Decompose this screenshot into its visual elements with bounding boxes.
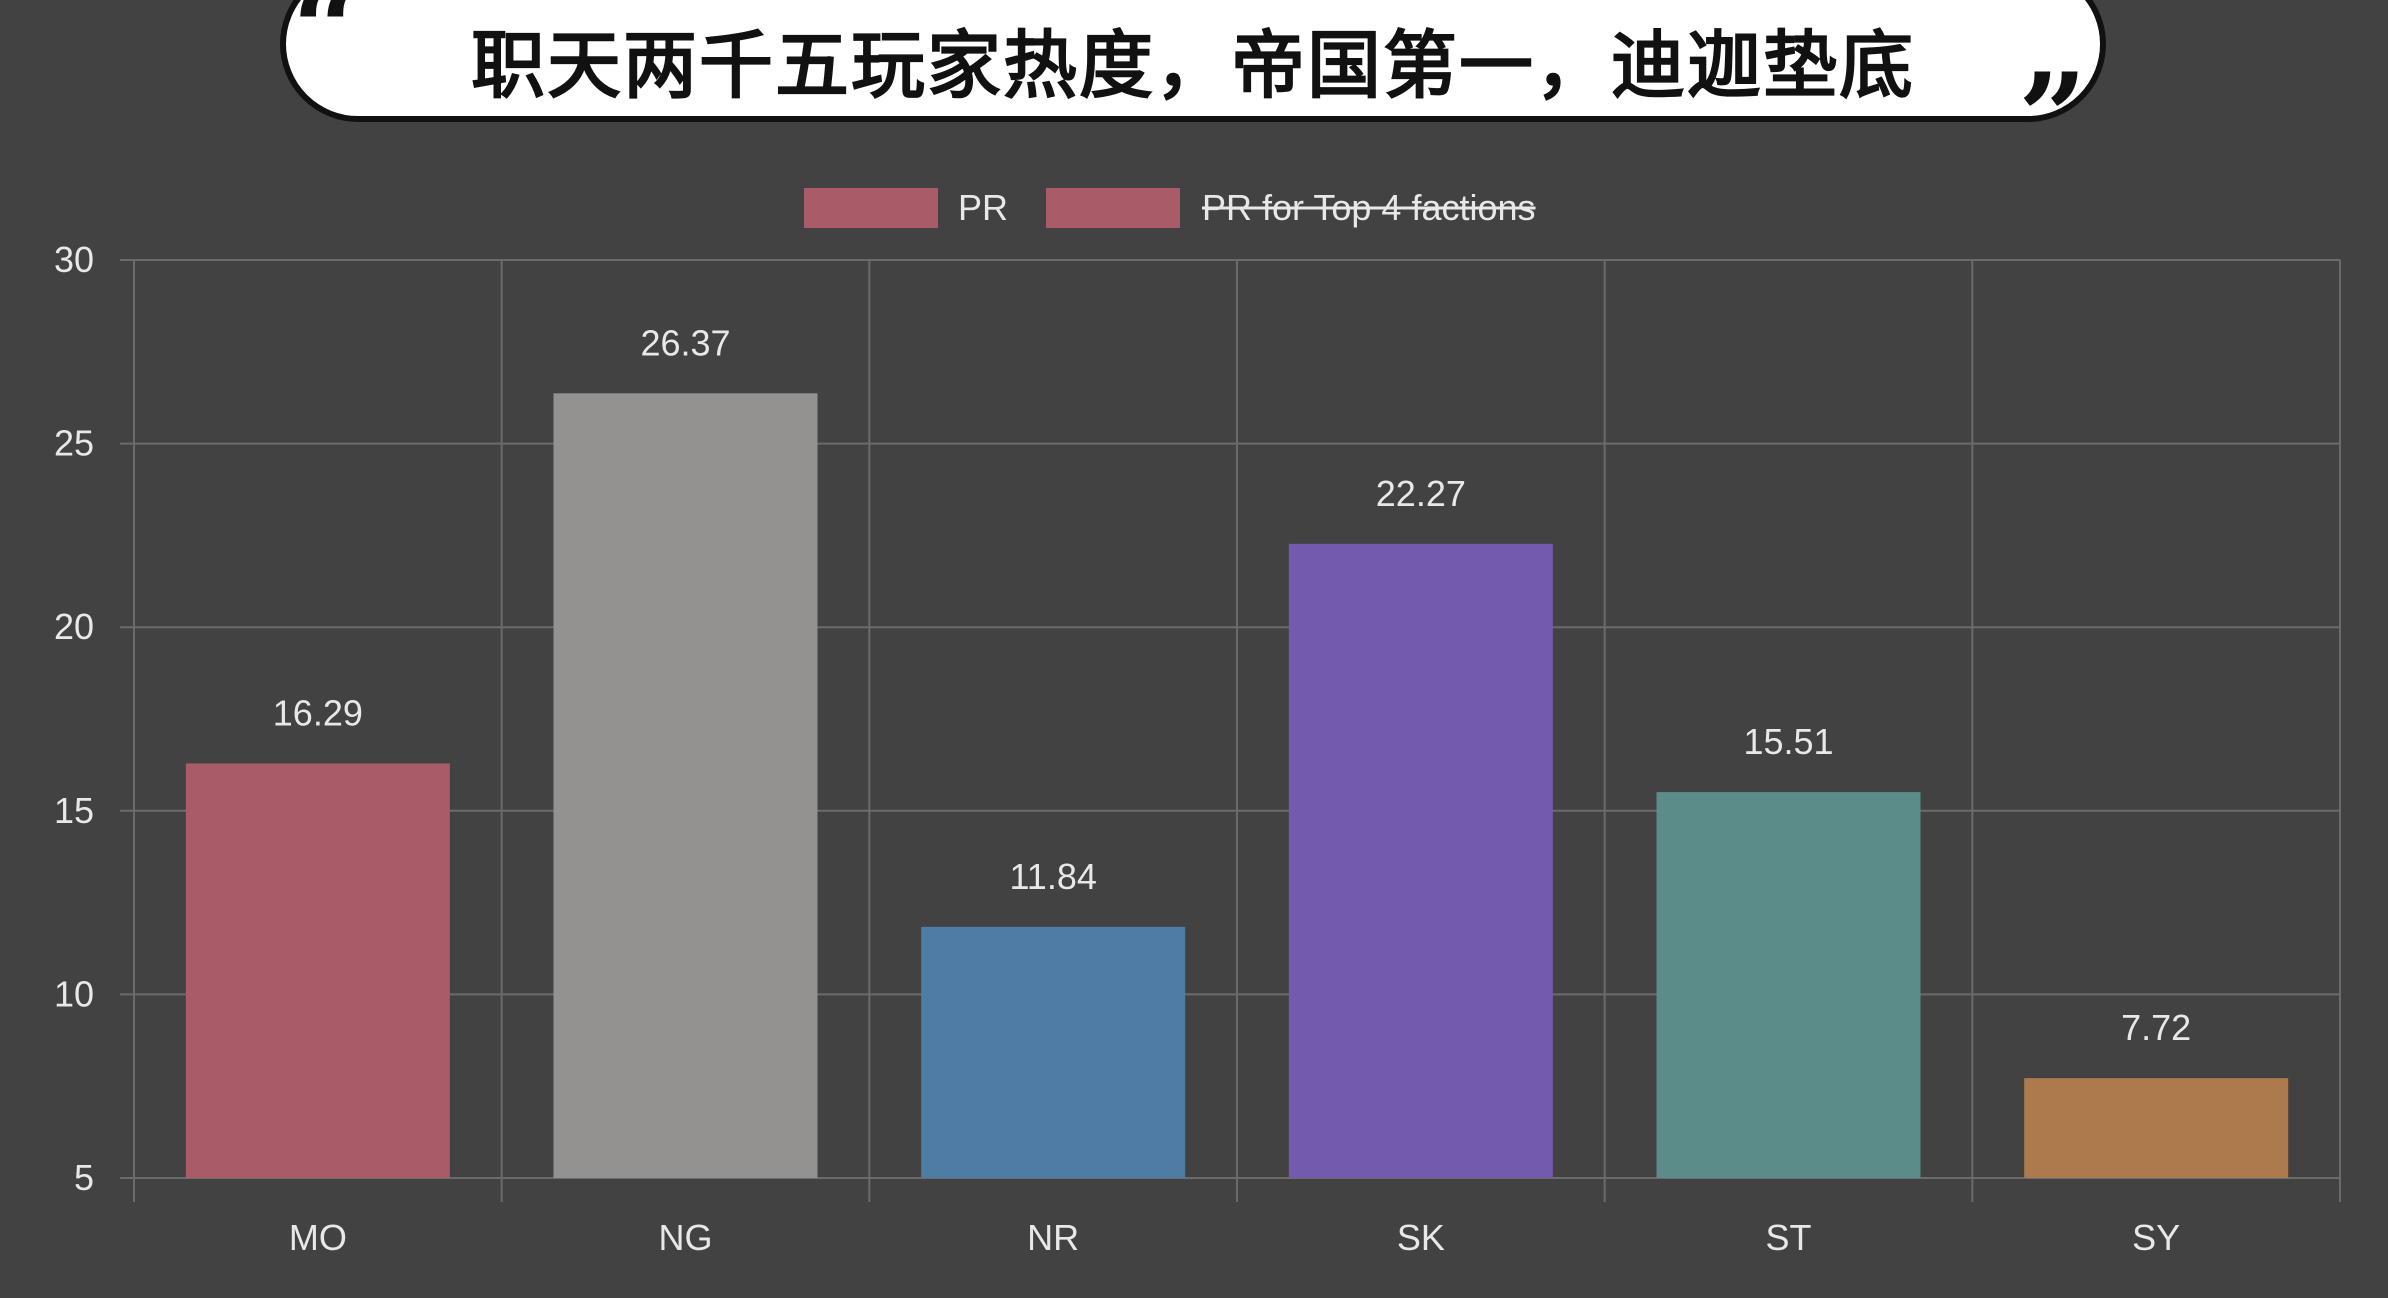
y-tick-label: 25 bbox=[54, 423, 94, 464]
data-label: 22.27 bbox=[1376, 473, 1466, 514]
x-tick-label: ST bbox=[1765, 1217, 1811, 1258]
x-tick-label: SK bbox=[1397, 1217, 1445, 1258]
labels-layer: 5 10 15 20 25 30 16.29 MO 26.37 NG 11.84 NR 22.27 SK 1… bbox=[54, 239, 2191, 1258]
x-tick-label: NG bbox=[659, 1217, 713, 1258]
bar-sy bbox=[2024, 1078, 2289, 1178]
legend-label-pr: PR bbox=[958, 187, 1008, 228]
grid-layer bbox=[120, 259, 2341, 1202]
y-tick-label: 30 bbox=[54, 239, 94, 280]
y-tick-label: 20 bbox=[54, 606, 94, 647]
x-tick-label: SY bbox=[2132, 1217, 2180, 1258]
data-label: 11.84 bbox=[1009, 856, 1096, 897]
data-label: 16.29 bbox=[273, 692, 363, 733]
title-banner: 职天两千五玩家热度，帝国第一，迪迦垫底 bbox=[280, 0, 2106, 122]
legend-swatch-top4 bbox=[1046, 188, 1180, 228]
bar-st bbox=[1656, 792, 1921, 1178]
data-label: 26.37 bbox=[640, 322, 730, 363]
bar-sk bbox=[1288, 543, 1553, 1178]
legend[interactable]: PR PR for Top 4 factions bbox=[804, 187, 1536, 228]
y-tick-label: 15 bbox=[54, 790, 94, 831]
x-tick-label: MO bbox=[289, 1217, 347, 1258]
banner-title: 职天两千五玩家热度，帝国第一，迪迦垫底 bbox=[471, 22, 1915, 109]
bar-nr bbox=[921, 926, 1186, 1178]
y-tick-label: 10 bbox=[54, 973, 94, 1014]
legend-swatch-pr bbox=[804, 188, 938, 228]
data-label: 15.51 bbox=[1743, 721, 1833, 762]
quote-open-mark: “ bbox=[292, 0, 362, 100]
data-label: 7.72 bbox=[2121, 1007, 2191, 1048]
bar-ng bbox=[553, 393, 818, 1179]
x-tick-label: NR bbox=[1027, 1217, 1079, 1258]
bar-mo bbox=[185, 763, 450, 1178]
bars-layer bbox=[185, 393, 2289, 1179]
y-tick-label: 5 bbox=[74, 1157, 94, 1198]
quote-close-mark: ” bbox=[2018, 47, 2088, 188]
